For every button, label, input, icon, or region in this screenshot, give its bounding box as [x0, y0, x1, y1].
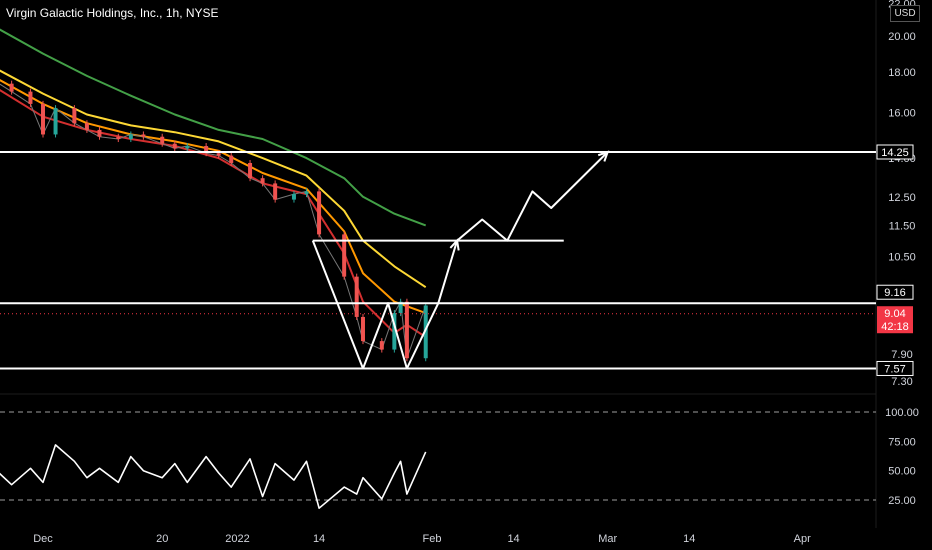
- price-candle: [72, 108, 77, 124]
- price-axis-tick-label: 7.90: [891, 349, 912, 361]
- price-candle: [392, 313, 397, 350]
- price-candle: [141, 134, 146, 137]
- price-axis-tick-label: 10.50: [888, 252, 916, 264]
- price-candle: [216, 153, 221, 156]
- price-candle: [229, 155, 234, 163]
- oscillator-line: [0, 444, 427, 510]
- price-candle: [28, 91, 33, 104]
- oscillator-axis-tick-label: 100.00: [885, 407, 919, 419]
- price-candle: [304, 191, 309, 195]
- price-marker-badge: [876, 144, 914, 160]
- price-candle: [354, 276, 359, 317]
- price-candle: [260, 178, 265, 184]
- price-candle: [172, 143, 177, 149]
- price-candle: [398, 301, 403, 314]
- price-marker-label: 42:18: [881, 321, 909, 333]
- currency-button[interactable]: USD: [890, 5, 920, 22]
- price-candle: [379, 341, 384, 350]
- price-candle: [185, 146, 190, 149]
- price-candle: [204, 146, 209, 154]
- price-candle: [342, 234, 347, 277]
- time-axis-tick-label: Dec: [33, 533, 53, 545]
- price-candle: [360, 316, 365, 342]
- price-marker-label: 9.16: [884, 287, 905, 299]
- price-marker-label: 7.57: [884, 363, 905, 375]
- price-marker-badge: [876, 284, 914, 300]
- time-axis-tick-label: 20: [156, 533, 168, 545]
- price-marker-badge: [877, 306, 913, 321]
- oscillator-axis-tick-label: 25.00: [888, 495, 916, 507]
- price-axis-tick-label: 16.00: [888, 107, 916, 119]
- ema-fast-line: [0, 88, 427, 338]
- time-axis-tick-label: Apr: [794, 533, 811, 545]
- chart-title: Virgin Galactic Holdings, Inc., 1h, NYSE: [6, 6, 219, 20]
- price-candle: [160, 136, 165, 144]
- time-axis-tick-label: 14: [683, 533, 695, 545]
- time-axis-tick-label: 14: [313, 533, 325, 545]
- price-candle: [97, 129, 102, 137]
- ema-long-line: [0, 28, 427, 227]
- price-candle: [9, 83, 14, 92]
- ema-mid-line: [0, 79, 427, 315]
- price-marker-label: 9.04: [884, 308, 905, 320]
- price-candle: [248, 162, 253, 179]
- price-candle: [53, 108, 58, 135]
- target-arrowhead: [597, 150, 610, 162]
- oscillator-axis-tick-label: 75.00: [888, 436, 916, 448]
- price-axis-tick-label: 18.00: [888, 67, 916, 79]
- oscillator-axis-tick-label: 50.00: [888, 466, 916, 478]
- price-axis-tick-label: 20.00: [888, 31, 916, 43]
- price-marker-badge: [876, 360, 914, 376]
- time-axis-tick-label: 14: [507, 533, 519, 545]
- price-candle: [317, 191, 322, 235]
- price-candle: [41, 103, 45, 135]
- price-candle: [404, 301, 409, 359]
- breakout-arrowhead: [449, 238, 460, 251]
- price-axis-tick-label: 12.50: [888, 192, 916, 204]
- price-candle: [116, 136, 121, 140]
- price-axis-tick-label: 11.50: [889, 220, 916, 232]
- time-axis-tick-label: Mar: [598, 533, 617, 545]
- price-candle: [273, 183, 278, 200]
- price-candle: [291, 194, 296, 200]
- price-candle: [423, 305, 428, 359]
- price-axis-tick-label: 7.30: [891, 376, 912, 388]
- price-marker-badge: [877, 319, 913, 334]
- price-candle: [84, 123, 89, 130]
- time-axis-tick-label: 2022: [225, 533, 249, 545]
- time-axis-tick-label: Feb: [423, 533, 442, 545]
- price-marker-label: 14.25: [881, 147, 909, 159]
- ema-slow-line: [0, 69, 427, 289]
- price-candle: [128, 134, 133, 140]
